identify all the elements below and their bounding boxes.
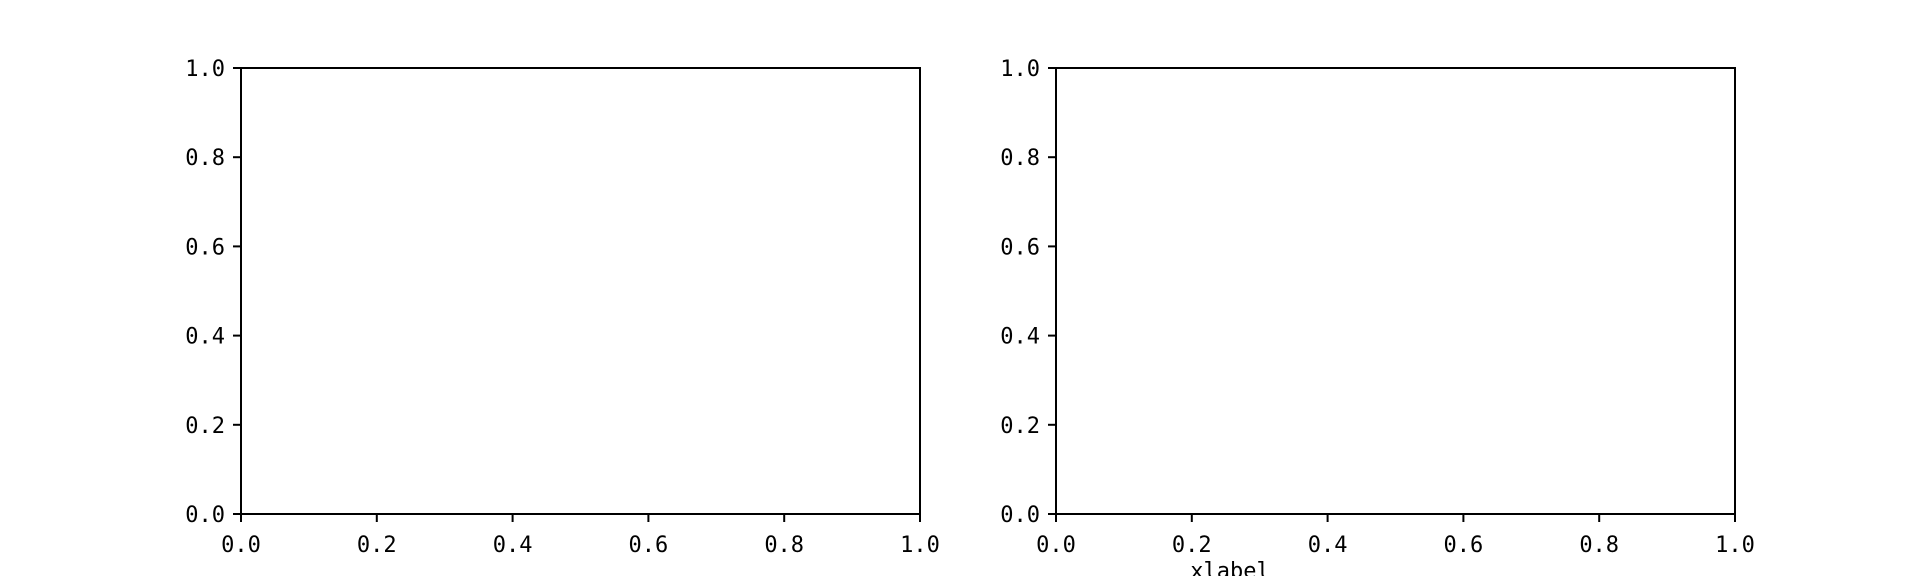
y-tick-label: 0.8 — [185, 146, 225, 171]
y-tick-label: 1.0 — [1000, 57, 1040, 82]
x-tick-label: 0.8 — [1579, 533, 1619, 558]
y-tick-label: 0.2 — [185, 414, 225, 439]
plot-area-frame — [240, 67, 921, 515]
x-tick-label: 0.6 — [629, 533, 669, 558]
y-tick-label: 0.8 — [1000, 146, 1040, 171]
x-tick-label: 0.4 — [1308, 533, 1348, 558]
x-tick-label: 0.8 — [764, 533, 804, 558]
y-tick-label: 0.6 — [1000, 235, 1040, 260]
left-axes: 0.0 0.2 0.4 0.6 0.8 1.0 0.0 0.2 0.4 0.6 0.8 1.0 — [185, 57, 940, 558]
y-tick-label: 0.4 — [1000, 325, 1040, 350]
plot-area-frame — [1055, 67, 1736, 515]
x-tick-label: 0.4 — [493, 533, 533, 558]
right-axes: 0.0 0.2 0.4 0.6 0.8 1.0 0.0 0.2 0.4 0.6 0.8 1.0 — [1000, 57, 1755, 558]
figure-x-axis-label: xlabel — [1190, 559, 1269, 576]
x-tick-label: 0.0 — [221, 533, 261, 558]
x-tick-label: 0.2 — [1172, 533, 1212, 558]
y-tick-label: 0.4 — [185, 325, 225, 350]
x-tick-label: 0.6 — [1444, 533, 1484, 558]
x-tick-label: 1.0 — [1715, 533, 1755, 558]
y-tick-label: 0.6 — [185, 235, 225, 260]
y-tick-label: 0.0 — [185, 503, 225, 528]
y-tick-label: 0.0 — [1000, 503, 1040, 528]
x-tick-label: 0.0 — [1036, 533, 1076, 558]
x-tick-label: 1.0 — [900, 533, 940, 558]
y-tick-label: 0.2 — [1000, 414, 1040, 439]
y-tick-label: 1.0 — [185, 57, 225, 82]
x-tick-label: 0.2 — [357, 533, 397, 558]
